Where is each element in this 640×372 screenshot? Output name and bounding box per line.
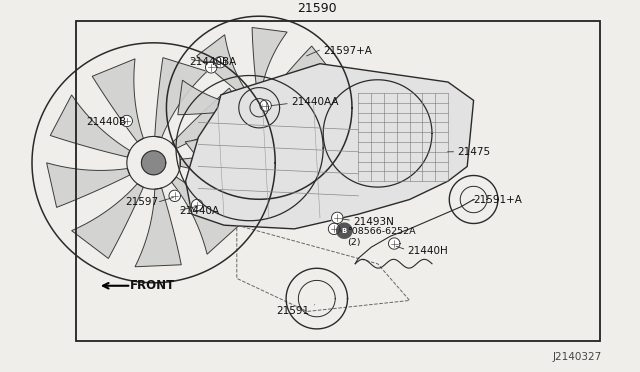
Polygon shape xyxy=(250,99,269,117)
Polygon shape xyxy=(231,128,266,188)
Polygon shape xyxy=(135,188,181,267)
Text: 21440H: 21440H xyxy=(408,246,449,256)
Polygon shape xyxy=(186,64,474,229)
Polygon shape xyxy=(47,163,130,208)
Polygon shape xyxy=(180,154,260,199)
Text: 21440A: 21440A xyxy=(179,205,220,215)
Polygon shape xyxy=(141,151,166,175)
Text: 21591+A: 21591+A xyxy=(474,195,522,205)
Text: B: B xyxy=(342,228,347,234)
Polygon shape xyxy=(271,46,333,96)
Polygon shape xyxy=(169,190,180,202)
Text: 21591: 21591 xyxy=(276,307,310,317)
Polygon shape xyxy=(155,58,207,138)
Polygon shape xyxy=(252,28,287,88)
Polygon shape xyxy=(388,238,400,249)
Polygon shape xyxy=(280,101,340,135)
Polygon shape xyxy=(72,184,143,259)
Polygon shape xyxy=(191,199,203,211)
Text: 21440B: 21440B xyxy=(86,118,127,128)
Polygon shape xyxy=(178,80,239,115)
Bar xyxy=(76,22,600,341)
Text: J2140327: J2140327 xyxy=(552,352,602,362)
Polygon shape xyxy=(332,212,343,224)
Text: 21475: 21475 xyxy=(458,147,491,157)
Polygon shape xyxy=(92,59,143,142)
Polygon shape xyxy=(172,88,254,149)
Text: °08566-6252A
(2): °08566-6252A (2) xyxy=(348,227,416,247)
Polygon shape xyxy=(50,95,130,157)
Polygon shape xyxy=(121,115,132,126)
Polygon shape xyxy=(196,35,247,96)
Text: 21440AA: 21440AA xyxy=(291,97,339,107)
Polygon shape xyxy=(337,223,352,238)
Text: 21440BA: 21440BA xyxy=(189,57,236,67)
Polygon shape xyxy=(205,62,217,73)
Polygon shape xyxy=(328,223,340,234)
Polygon shape xyxy=(260,100,271,111)
Polygon shape xyxy=(271,120,322,181)
Text: FRONT: FRONT xyxy=(130,279,175,292)
Text: 21590: 21590 xyxy=(297,2,337,15)
Text: 21597: 21597 xyxy=(125,198,159,208)
Polygon shape xyxy=(185,120,247,170)
Polygon shape xyxy=(172,177,241,254)
Text: 21493N: 21493N xyxy=(353,217,394,227)
Polygon shape xyxy=(214,57,226,68)
Text: 21597+A: 21597+A xyxy=(323,46,372,56)
